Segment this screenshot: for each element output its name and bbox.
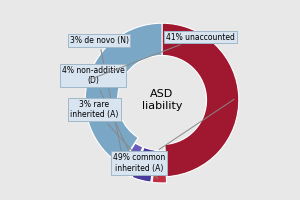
Wedge shape [152,150,166,183]
Text: ASD
liability: ASD liability [142,89,182,111]
Text: 41% unaccounted: 41% unaccounted [93,33,235,78]
Text: 49% common
inherited (A): 49% common inherited (A) [113,99,234,173]
Wedge shape [132,147,155,182]
Wedge shape [118,143,143,177]
Text: 3% de novo (N): 3% de novo (N) [70,36,128,169]
Text: 3% rare
inherited (A): 3% rare inherited (A) [70,100,158,179]
Wedge shape [85,23,162,165]
Wedge shape [162,23,239,177]
Text: 4% non-additive
(D): 4% non-additive (D) [61,66,141,176]
